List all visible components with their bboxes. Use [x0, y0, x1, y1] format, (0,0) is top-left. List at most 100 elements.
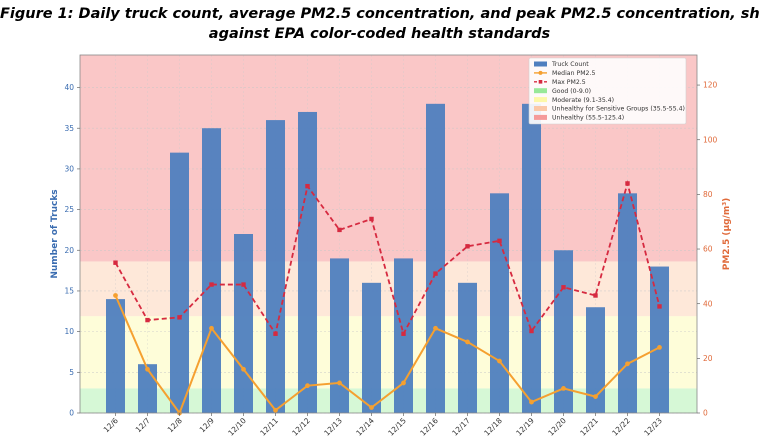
- bar-truck-count: [426, 103, 445, 414]
- point-median-pm25: [273, 407, 278, 413]
- right-tick-label: 0: [703, 409, 708, 418]
- x-tick-label: 12/20: [546, 416, 568, 438]
- bar-truck-count: [554, 250, 573, 413]
- legend-marker: [538, 80, 543, 84]
- line-median-pm25: [114, 295, 660, 416]
- point-max-pm25: [113, 260, 118, 265]
- caption-line-1: Figure 1: Daily truck count, average PM2…: [0, 6, 759, 22]
- x-tick-label: 12/8: [166, 416, 184, 434]
- point-max-pm25: [177, 315, 182, 320]
- bar-truck-count: [522, 103, 541, 414]
- bar-truck-count: [330, 258, 349, 413]
- legend-swatch: [534, 114, 547, 120]
- point-median-pm25: [401, 380, 406, 386]
- left-tick-label: 15: [64, 287, 74, 296]
- right-tick-label: 120: [703, 81, 718, 90]
- x-tick-label: 12/12: [290, 416, 312, 438]
- x-tick-label: 12/22: [610, 416, 632, 438]
- bar-truck-count: [650, 266, 669, 413]
- caption-line-2: against EPA color-coded health standards: [208, 26, 551, 42]
- x-tick-label: 12/21: [578, 416, 600, 438]
- point-median-pm25: [369, 405, 374, 410]
- point-max-pm25: [273, 331, 278, 336]
- bar-truck-count: [170, 152, 189, 414]
- left-tick-label: 30: [64, 165, 74, 174]
- bar-truck-count: [202, 128, 221, 413]
- x-tick-label: 12/15: [386, 416, 408, 438]
- right-tick-label: 20: [703, 354, 713, 363]
- point-median-pm25: [145, 366, 150, 372]
- legend-label: Median PM2.5: [552, 70, 595, 77]
- bar-truck-count: [362, 282, 381, 413]
- point-max-pm25: [593, 293, 598, 298]
- legend-label: Truck Count: [551, 61, 589, 68]
- point-max-pm25: [497, 238, 502, 244]
- x-tick-label: 12/17: [450, 416, 472, 438]
- point-max-pm25: [657, 304, 662, 309]
- left-tick-label: 40: [64, 83, 74, 92]
- x-tick-label: 12/7: [134, 416, 152, 434]
- x-tick-label: 12/19: [514, 416, 536, 438]
- right-tick-label: 60: [703, 245, 713, 254]
- x-tick-label: 12/9: [198, 416, 216, 434]
- legend-label: Good (0-9.0): [552, 88, 591, 95]
- point-median-pm25: [497, 358, 502, 364]
- left-tick-label: 20: [64, 246, 74, 255]
- point-max-pm25: [145, 317, 150, 323]
- point-max-pm25: [241, 282, 246, 287]
- point-median-pm25: [529, 399, 534, 405]
- point-max-pm25: [561, 285, 566, 290]
- x-tick-label: 12/16: [418, 416, 440, 438]
- y2-axis-label: PM2.5 (µg/m³): [722, 198, 732, 271]
- point-max-pm25: [209, 282, 214, 287]
- left-tick-label: 35: [64, 124, 74, 133]
- point-median-pm25: [593, 394, 598, 400]
- point-median-pm25: [465, 339, 470, 345]
- legend-label: Unhealthy for Sensitive Groups (35.5-55.…: [552, 106, 685, 113]
- legend-label: Max PM2.5: [552, 79, 586, 86]
- x-tick-label: 12/13: [322, 416, 344, 438]
- x-tick-label: 12/11: [258, 416, 280, 438]
- point-max-pm25: [529, 328, 534, 334]
- point-median-pm25: [209, 325, 214, 331]
- point-max-pm25: [337, 227, 342, 233]
- y-axis-label: Number of Trucks: [50, 189, 60, 278]
- bar-truck-count: [106, 299, 125, 413]
- legend-label: Moderate (9.1-35.4): [552, 97, 614, 104]
- legend-label: Unhealthy (55.5-125.4): [552, 115, 624, 122]
- point-median-pm25: [625, 361, 630, 367]
- left-tick-label: 25: [64, 205, 74, 214]
- figure-caption: Figure 1: Daily truck count, average PM2…: [0, 0, 759, 44]
- x-tick-label: 12/10: [226, 416, 248, 438]
- bar-truck-count: [618, 193, 637, 413]
- bar-truck-count: [586, 307, 605, 413]
- bar-truck-count: [490, 193, 509, 413]
- plot-frame: [79, 54, 698, 414]
- bar-truck-count: [234, 234, 253, 413]
- point-max-pm25: [305, 183, 310, 189]
- bar-truck-count: [458, 282, 477, 413]
- point-max-pm25: [433, 271, 438, 276]
- point-median-pm25: [337, 380, 342, 386]
- legend-marker: [538, 70, 543, 75]
- legend-swatch: [534, 106, 547, 111]
- point-median-pm25: [433, 325, 438, 331]
- right-tick-label: 40: [703, 299, 713, 308]
- legend-box: [528, 57, 687, 125]
- point-median-pm25: [561, 386, 566, 391]
- legend-swatch: [534, 97, 547, 103]
- x-tick-label: 12/6: [102, 416, 120, 434]
- left-tick-label: 0: [69, 409, 74, 418]
- right-tick-label: 80: [703, 190, 713, 199]
- point-median-pm25: [305, 383, 310, 389]
- x-tick-label: 12/23: [642, 416, 664, 438]
- point-median-pm25: [657, 345, 662, 350]
- legend-swatch: [534, 88, 547, 94]
- left-tick-label: 10: [64, 327, 74, 336]
- point-max-pm25: [369, 216, 374, 222]
- point-max-pm25: [625, 181, 630, 186]
- point-max-pm25: [465, 244, 470, 249]
- line-max-pm25: [114, 180, 661, 337]
- bar-truck-count: [266, 120, 285, 413]
